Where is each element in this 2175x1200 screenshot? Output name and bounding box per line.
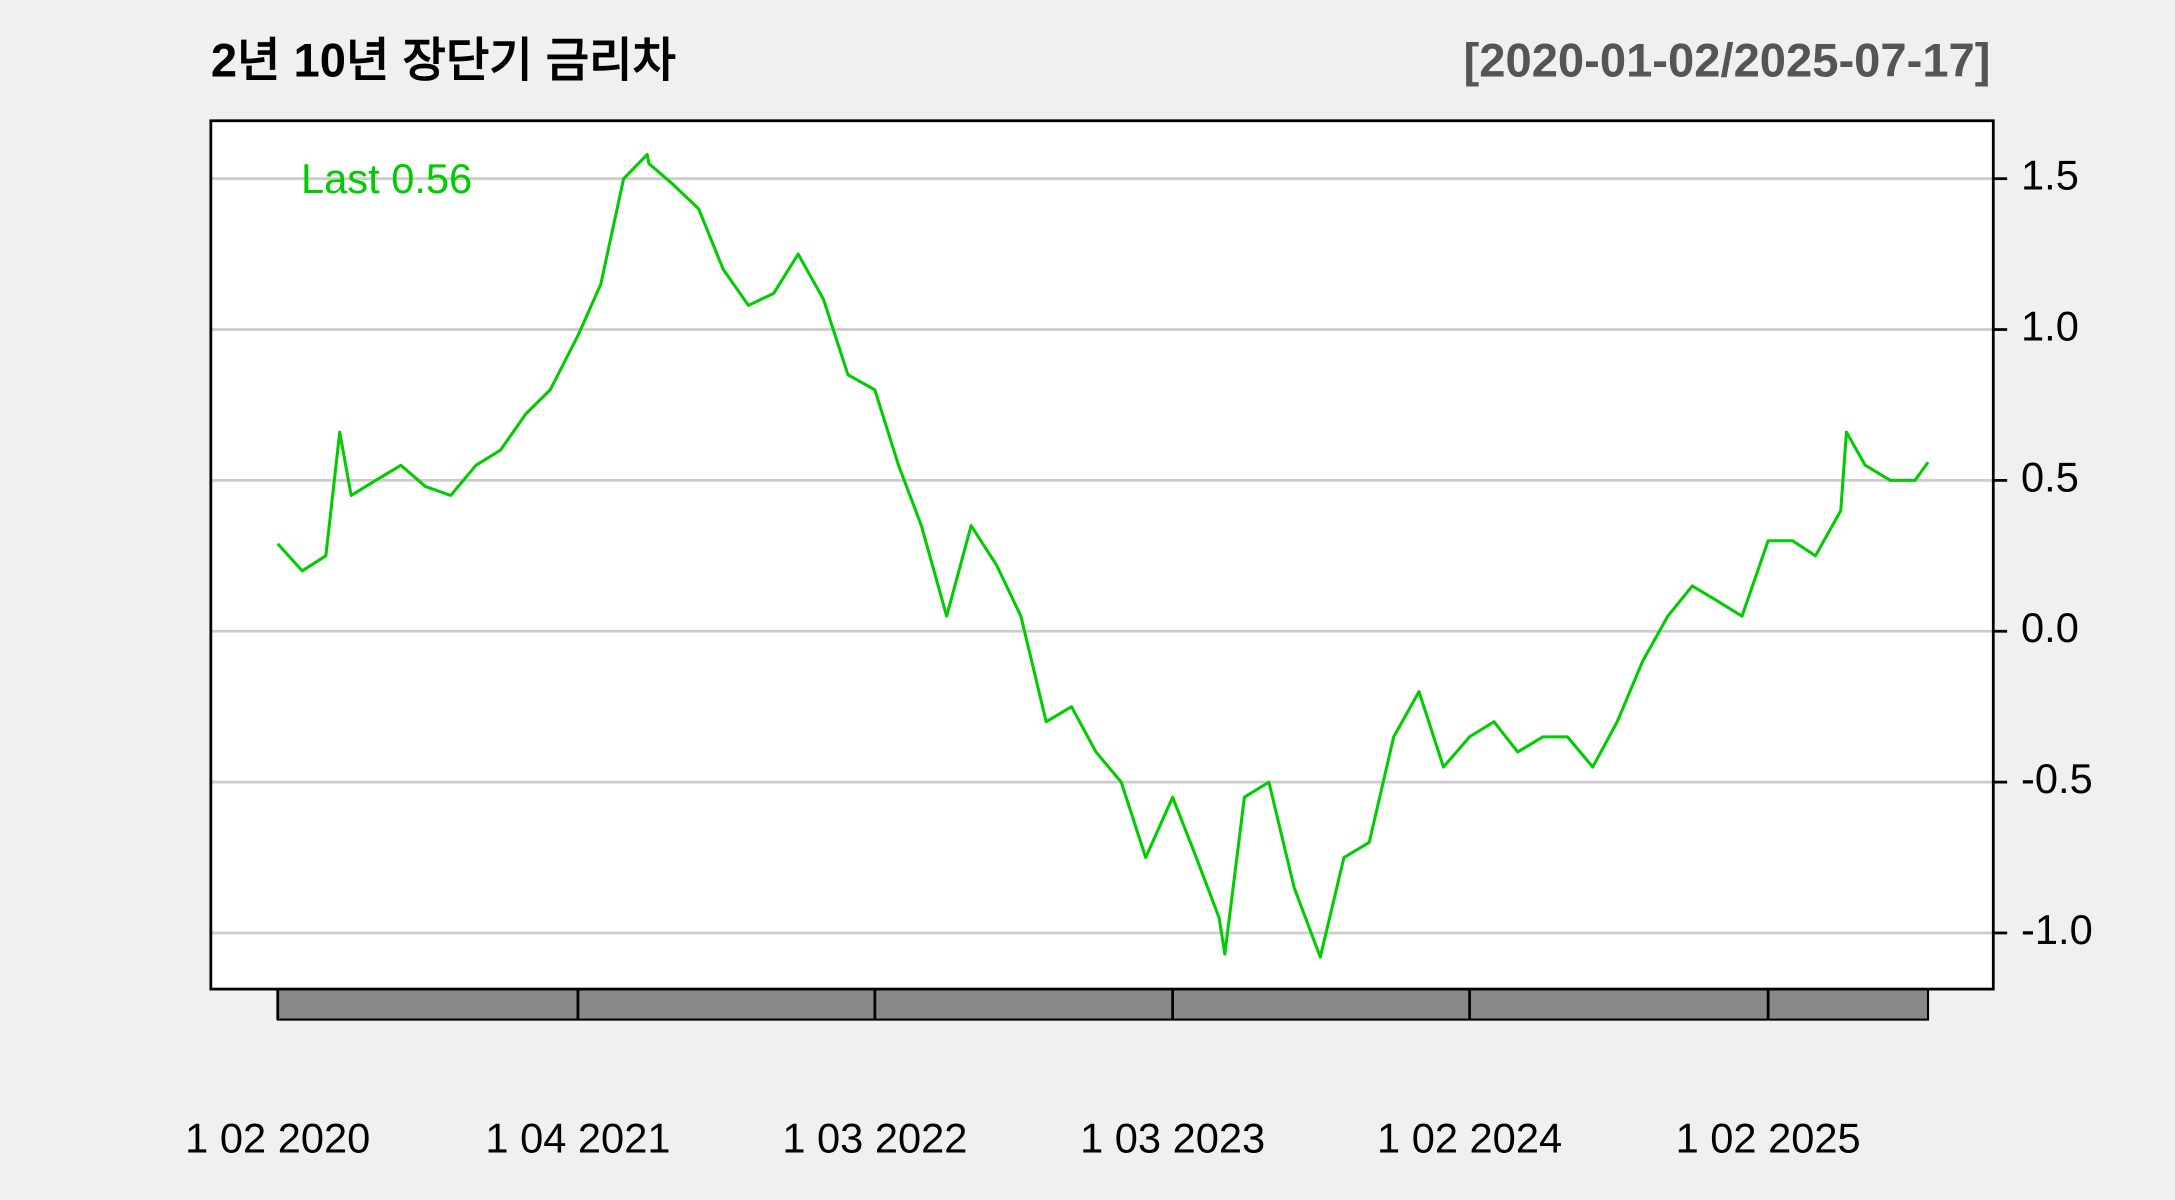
plot-area — [210, 120, 1994, 990]
y-tick-label: 1.5 — [2021, 152, 2079, 199]
plot-border — [209, 119, 1995, 991]
chart-title: 2년 10년 장단기 금리차 — [211, 33, 676, 86]
x-axis-band — [276, 988, 1930, 1021]
x-tick-label: 1 02 2020 — [185, 1115, 370, 1162]
y-tick-label: 0.5 — [2021, 453, 2079, 500]
x-tick-label: 1 03 2022 — [782, 1115, 967, 1162]
y-tick-label: -0.5 — [2021, 755, 2093, 802]
date-range: [2020-01-02/2025-07-17] — [1464, 33, 1991, 86]
y-tick-label: -1.0 — [2021, 906, 2093, 953]
x-tick-label: 1 04 2021 — [485, 1115, 670, 1162]
x-tick-label: 1 03 2023 — [1080, 1115, 1265, 1162]
layer: 1.5 1.0 0.5 0.0 -0.5 -1.0 1 02 2020 1 04 2021 1 … — [185, 152, 2093, 1162]
y-tick-label: 0.0 — [2021, 604, 2079, 651]
y-tick-label: 1.0 — [2021, 303, 2079, 350]
series-line — [276, 153, 1930, 959]
last-value-label: Last 0.56 — [301, 155, 472, 202]
x-tick-label: 1 02 2025 — [1676, 1115, 1861, 1162]
x-tick-label: 1 02 2024 — [1377, 1115, 1562, 1162]
